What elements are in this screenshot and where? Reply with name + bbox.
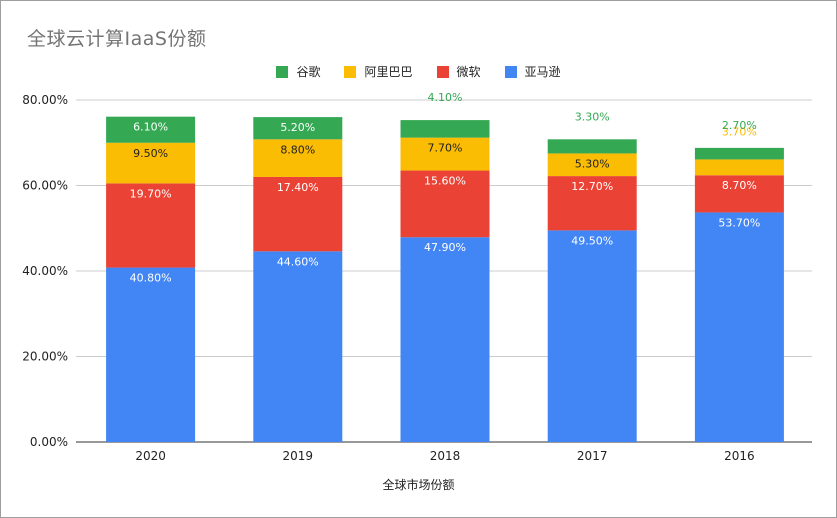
x-tick-label: 2018: [430, 449, 461, 463]
data-label: 19.70%: [130, 187, 172, 200]
data-label: 40.80%: [130, 272, 172, 285]
y-tick-label: 0.00%: [30, 435, 68, 449]
data-label: 49.50%: [571, 234, 613, 247]
x-tick-label: 2017: [577, 449, 608, 463]
legend-item-microsoft[interactable]: 微软: [436, 63, 481, 80]
legend-swatch-google: [276, 65, 289, 78]
x-tick-label: 2019: [283, 449, 314, 463]
legend-swatch-alibaba: [344, 65, 357, 78]
bar-segment: [694, 175, 784, 213]
data-label: 6.10%: [133, 121, 168, 134]
data-label: 47.90%: [424, 241, 466, 254]
x-tick-label: 2020: [135, 449, 166, 463]
data-label: 15.60%: [424, 175, 466, 188]
data-label: 8.80%: [280, 143, 315, 156]
chart-title: 全球云计算IaaS份额: [27, 28, 207, 50]
legend-item-alibaba[interactable]: 阿里巴巴: [344, 63, 413, 80]
bar-segment: [694, 159, 784, 176]
bar-segment: [400, 237, 490, 442]
y-tick-label: 80.00%: [22, 93, 68, 107]
data-label: 17.40%: [277, 181, 319, 194]
bar-segment: [253, 251, 343, 442]
legend-swatch-amazon: [504, 65, 517, 78]
data-label: 12.70%: [571, 180, 613, 193]
bar-segment: [547, 153, 637, 177]
data-label: 5.30%: [575, 157, 610, 170]
legend-label-microsoft: 微软: [456, 65, 481, 79]
data-label: 2.70%: [722, 119, 757, 132]
bar-segment: [694, 147, 784, 160]
bar-segment: [106, 142, 196, 184]
y-tick-label: 20.00%: [22, 350, 68, 364]
legend-item-google[interactable]: 谷歌: [276, 63, 320, 80]
y-tick-label: 40.00%: [22, 264, 68, 278]
data-label: 4.10%: [428, 91, 463, 104]
legend-label-google: 谷歌: [296, 65, 321, 79]
bar-segment: [253, 139, 343, 177]
data-label: 44.60%: [277, 255, 319, 268]
legend-label-amazon: 亚马逊: [524, 65, 561, 79]
bar-segment: [694, 212, 784, 442]
data-label: 5.20%: [280, 121, 315, 134]
bar-segment: [253, 117, 343, 140]
data-label: 3.70%: [722, 125, 757, 138]
legend-label-alibaba: 阿里巴巴: [364, 65, 413, 79]
data-label: 3.30%: [575, 110, 610, 123]
bar-segment: [547, 139, 637, 154]
y-tick-label: 60.00%: [22, 179, 68, 193]
bar-segment: [106, 183, 196, 268]
bar-segment: [547, 176, 637, 231]
bar-segment: [547, 230, 637, 442]
data-label: 53.70%: [718, 216, 760, 229]
chart-legend: 谷歌 阿里巴巴 微软 亚马逊: [0, 63, 837, 80]
data-label: 7.70%: [428, 142, 463, 155]
bar-segment: [400, 120, 490, 138]
bar-segment: [106, 116, 196, 143]
x-tick-label: 2016: [724, 449, 755, 463]
legend-swatch-microsoft: [436, 65, 449, 78]
legend-item-amazon[interactable]: 亚马逊: [504, 63, 561, 80]
data-label: 8.70%: [722, 179, 757, 192]
bar-segment: [400, 137, 490, 171]
bar-segment: [253, 176, 343, 252]
bar-segment: [106, 267, 196, 442]
data-label: 9.50%: [133, 147, 168, 160]
x-axis-title: 全球市场份额: [382, 478, 455, 492]
bar-segment: [400, 170, 490, 238]
